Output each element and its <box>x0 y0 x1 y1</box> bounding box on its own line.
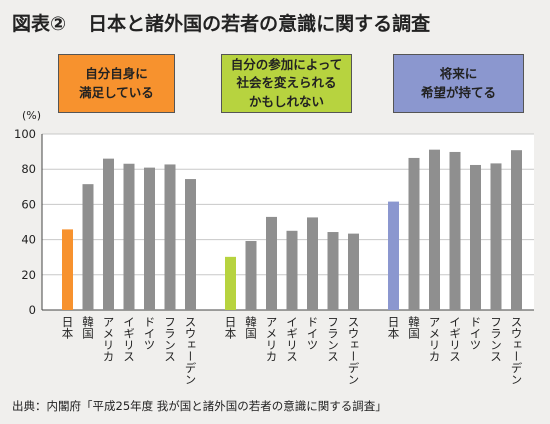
y-tick-label-60: 60 <box>21 197 36 211</box>
x-tick-label-1-6: スウェーデン <box>347 316 361 385</box>
bar-2-5 <box>490 163 502 310</box>
x-tick-label-2-4: ドイツ <box>469 316 483 351</box>
x-tick-label-0-2: アメリカ <box>102 316 116 362</box>
title-text: 日本と諸外国の若者の意識に関する調査 <box>88 13 431 35</box>
y-axis-unit-label: (%) <box>22 109 41 122</box>
x-tick-label-0-3: イギリス <box>122 316 136 362</box>
x-tick-label-2-2: アメリカ <box>428 316 442 362</box>
bar-0-1 <box>82 184 94 310</box>
x-tick-label-0-6: スウェーデン <box>184 316 198 385</box>
chart-title: 図表② 日本と諸外国の若者の意識に関する調査 <box>12 9 430 36</box>
bar-0-4 <box>144 167 155 310</box>
x-tick-label-2-5: フランス <box>489 316 503 362</box>
x-tick-label-0-1: 韓国 <box>81 316 95 340</box>
bar-0-3 <box>123 163 135 310</box>
bar-0-6 <box>185 179 196 310</box>
x-tick-label-1-3: イギリス <box>285 316 299 362</box>
bar-1-2 <box>266 216 277 310</box>
bar-1-6 <box>348 233 359 310</box>
y-tick-label-100: 100 <box>14 127 36 141</box>
bar-1-5 <box>327 232 339 310</box>
x-tick-label-1-0: 日本 <box>224 316 238 340</box>
x-tick-label-0-4: ドイツ <box>143 316 157 351</box>
bar-0-0 <box>62 229 73 310</box>
bar-2-3 <box>449 151 461 310</box>
y-tick-label-20: 20 <box>21 268 36 282</box>
bar-1-0 <box>225 256 236 310</box>
bar-1-4 <box>307 217 318 310</box>
x-tick-label-0-5: フランス <box>163 316 177 362</box>
bar-1-3 <box>286 230 298 310</box>
bar-2-6 <box>511 150 522 310</box>
x-tick-label-2-0: 日本 <box>387 316 401 340</box>
bar-2-2 <box>429 149 440 310</box>
legend-box-change-society: 自分の参加によって 社会を変えられる かもしれない <box>221 54 352 113</box>
bar-0-5 <box>164 164 176 310</box>
x-tick-label-2-3: イギリス <box>448 316 462 362</box>
x-tick-label-1-1: 韓国 <box>244 316 258 340</box>
bar-1-1 <box>245 241 257 310</box>
bar-0-2 <box>103 158 114 310</box>
legend-label-change-society: 自分の参加によって 社会を変えられる かもしれない <box>230 57 343 109</box>
legend-box-satisfied: 自分自身に 満足している <box>58 54 175 113</box>
bar-2-4 <box>470 164 481 310</box>
legend-label-hope: 将来に 希望が持てる <box>420 66 496 100</box>
x-tick-label-1-4: ドイツ <box>306 316 320 351</box>
x-tick-label-2-6: スウェーデン <box>510 316 524 385</box>
source-note: 出典：内閣府「平成25年度 我が国と諸外国の若者の意識に関する調査」 <box>12 399 387 413</box>
legend-label-satisfied: 自分自身に 満足している <box>79 66 154 100</box>
legend-box-hope: 将来に 希望が持てる <box>393 54 524 113</box>
x-tick-label-0-0: 日本 <box>61 316 75 340</box>
figure-number: 図表② <box>12 13 67 35</box>
x-tick-label-2-1: 韓国 <box>407 316 421 340</box>
y-tick-label-40: 40 <box>21 233 36 247</box>
x-tick-label-1-2: アメリカ <box>265 316 279 362</box>
y-tick-label-0: 0 <box>29 303 36 317</box>
y-tick-label-80: 80 <box>21 162 36 176</box>
bar-2-0 <box>388 201 399 310</box>
x-tick-label-1-5: フランス <box>326 316 340 362</box>
bar-2-1 <box>408 157 420 310</box>
